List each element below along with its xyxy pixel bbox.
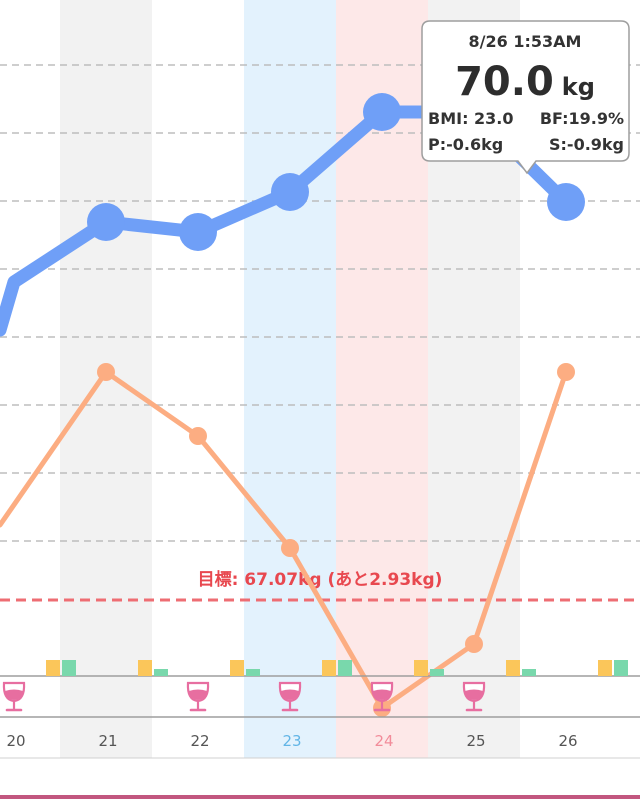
activity-square-26 [598, 660, 612, 676]
meal-square-22 [246, 669, 260, 676]
wine-glass-icon [186, 681, 210, 712]
footer-area [0, 758, 640, 799]
data-point-22[interactable] [179, 213, 217, 251]
x-tick-22: 22 [190, 732, 209, 750]
day-markers [0, 660, 640, 718]
data-point-25[interactable] [465, 635, 483, 653]
activity-square-24 [414, 660, 428, 676]
data-point-21[interactable] [87, 203, 125, 241]
meal-square-26 [614, 660, 628, 676]
column-band-23 [244, 0, 336, 758]
data-point-21[interactable] [97, 363, 115, 381]
bottom-accent-bar [0, 795, 640, 799]
x-tick-24: 24 [374, 732, 393, 750]
x-axis: 20 21 22 23 24 25 26 [0, 732, 640, 799]
x-tick-26: 26 [558, 732, 577, 750]
wine-glass-icon [462, 681, 486, 712]
data-point-24[interactable] [363, 93, 401, 131]
wine-glass-icon [370, 681, 394, 712]
meal-square-21 [154, 669, 168, 676]
data-point-26[interactable] [547, 183, 585, 221]
data-point-23[interactable] [271, 173, 309, 211]
activity-square-22 [230, 660, 244, 676]
tooltip-weight-value: 70.0 [455, 59, 554, 105]
meal-square-24 [430, 669, 444, 676]
meal-square-23 [338, 660, 352, 676]
tooltip-box [421, 20, 630, 175]
tooltip-p: P:-0.6kg [428, 135, 503, 154]
series-fat-line [0, 363, 575, 717]
tooltip: 8/26 1:53AM 70.0 kg BMI: 23.0 BF:19.9% P:… [421, 20, 630, 175]
wine-glass-icon [2, 681, 26, 712]
data-point-23[interactable] [281, 539, 299, 557]
data-point-22[interactable] [189, 427, 207, 445]
tooltip-bf: BF:19.9% [540, 109, 624, 128]
x-tick-21: 21 [98, 732, 117, 750]
tooltip-date: 8/26 1:53AM [469, 32, 582, 51]
activity-square-25 [506, 660, 520, 676]
activity-square-21 [138, 660, 152, 676]
meal-square-25 [522, 669, 536, 676]
x-tick-23: 23 [282, 732, 301, 750]
x-tick-25: 25 [466, 732, 485, 750]
wine-glass-icon [278, 681, 302, 712]
data-point-26[interactable] [557, 363, 575, 381]
tooltip-bmi: BMI: 23.0 [428, 109, 514, 128]
tooltip-weight: 70.0 kg [455, 59, 595, 105]
x-tick-20: 20 [6, 732, 25, 750]
meal-square-20 [62, 660, 76, 676]
goal-label: 目標: 67.07kg (あと2.93kg) [198, 569, 443, 590]
tooltip-s: S:-0.9kg [549, 135, 624, 154]
tooltip-weight-unit: kg [562, 73, 595, 101]
activity-square-23 [322, 660, 336, 676]
activity-square-20 [46, 660, 60, 676]
